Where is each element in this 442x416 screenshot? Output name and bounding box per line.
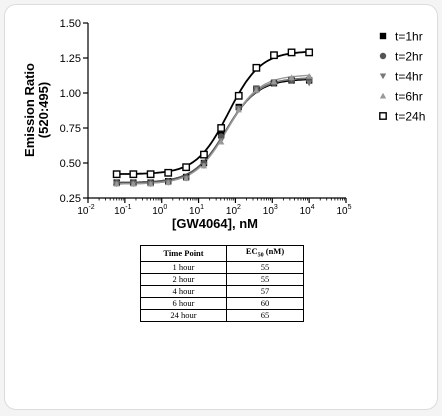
x-tick-label: 105 [336, 204, 351, 217]
data-point [270, 51, 278, 60]
fit-curve [113, 74, 311, 185]
data-point [305, 48, 314, 57]
x-axis-label: [GW4064], nM [172, 216, 258, 231]
data-point [217, 124, 226, 132]
data-points [112, 48, 314, 188]
legend-label: t=6hr [395, 90, 423, 104]
data-point [270, 78, 278, 85]
y-axis-label: Emission Ratio [22, 63, 37, 157]
data-point [305, 80, 313, 87]
x-tick-label: 103 [263, 204, 278, 217]
data-point [200, 150, 208, 159]
table-row: 4 hour 57 [140, 284, 304, 298]
dose-response-chart: 0.25 0.50 0.75 1.00 1.25 1.50 10-2 10-1 100 101 10… [22, 18, 425, 231]
data-point [253, 87, 260, 93]
x-tick-label: 104 [300, 204, 315, 217]
legend-marker [379, 112, 387, 120]
legend-label: t=4hr [395, 70, 423, 84]
data-point [147, 180, 154, 187]
ec50-table: Time Point EC50 (nM) 1 hour 55 2 hour 55 4… [140, 245, 304, 322]
data-point [252, 63, 261, 72]
ec50-cell: 55 [226, 260, 304, 274]
data-point [200, 162, 208, 169]
data-point [182, 175, 190, 181]
data-point [164, 168, 173, 177]
data-point [130, 180, 137, 187]
x-tick-label: 10-2 [77, 204, 94, 217]
x-tick-label: 10-1 [114, 204, 131, 217]
data-point [235, 106, 242, 113]
fit-curve [113, 78, 311, 184]
chart-legend: t=1hr t=2hr t=4hr t=6hr t=24h [379, 30, 425, 124]
y-tick-label: 1.00 [60, 88, 81, 100]
y-tick-label: 0.50 [60, 158, 81, 170]
x-tick-label: 102 [226, 204, 241, 217]
time-cell: 24 hour [140, 308, 227, 322]
fit-curve [113, 77, 311, 184]
figure-card [4, 4, 438, 410]
y-tick-label: 0.25 [60, 193, 81, 205]
x-tick-label: 101 [189, 204, 204, 217]
legend-label: t=2hr [395, 50, 423, 64]
time-cell: 4 hour [140, 284, 227, 298]
legend-marker [379, 32, 387, 40]
data-point [129, 170, 138, 179]
fit-curves [113, 50, 311, 185]
table-row: 2 hour 55 [140, 272, 304, 286]
fit-curve [113, 77, 311, 185]
y-tick-label: 0.75 [60, 123, 81, 135]
data-point [288, 74, 295, 81]
fit-curve [113, 50, 311, 176]
legend-marker [379, 73, 387, 80]
time-cell: 6 hour [140, 296, 227, 310]
ec50-cell: 60 [226, 296, 304, 310]
data-point [146, 170, 155, 179]
data-point [234, 91, 243, 100]
header-ec50: EC50 (nM) [226, 245, 304, 262]
table-row: 24 hour 65 [140, 308, 304, 322]
table-row: 1 hour 55 [140, 260, 304, 274]
y-tick-label: 1.25 [60, 53, 81, 65]
chart-axes: 0.25 0.50 0.75 1.00 1.25 1.50 10-2 10-1 100 101 10… [60, 18, 352, 217]
table-row: 6 hour 60 [140, 296, 304, 310]
ec50-cell: 57 [226, 284, 304, 298]
ec50-cell: 65 [226, 308, 304, 322]
legend-label: t=1hr [395, 30, 423, 44]
data-point [287, 48, 296, 57]
legend-marker [379, 52, 387, 60]
table-header-row: Time Point EC50 (nM) [140, 245, 304, 262]
x-tick-label: 100 [152, 204, 167, 217]
y-axis-label-unit: (520:495) [36, 82, 51, 138]
time-cell: 2 hour [140, 272, 227, 286]
legend-marker [379, 92, 387, 99]
ec50-cell: 55 [226, 272, 304, 286]
data-point [113, 180, 120, 187]
data-point [112, 170, 121, 179]
time-cell: 1 hour [140, 260, 227, 274]
header-time-point: Time Point [140, 245, 227, 262]
y-tick-label: 1.50 [60, 18, 81, 30]
data-point [305, 73, 313, 79]
data-point [165, 179, 172, 186]
data-point [182, 163, 191, 172]
legend-label: t=24h [395, 110, 425, 124]
data-point [217, 133, 225, 140]
data-point [217, 138, 225, 145]
